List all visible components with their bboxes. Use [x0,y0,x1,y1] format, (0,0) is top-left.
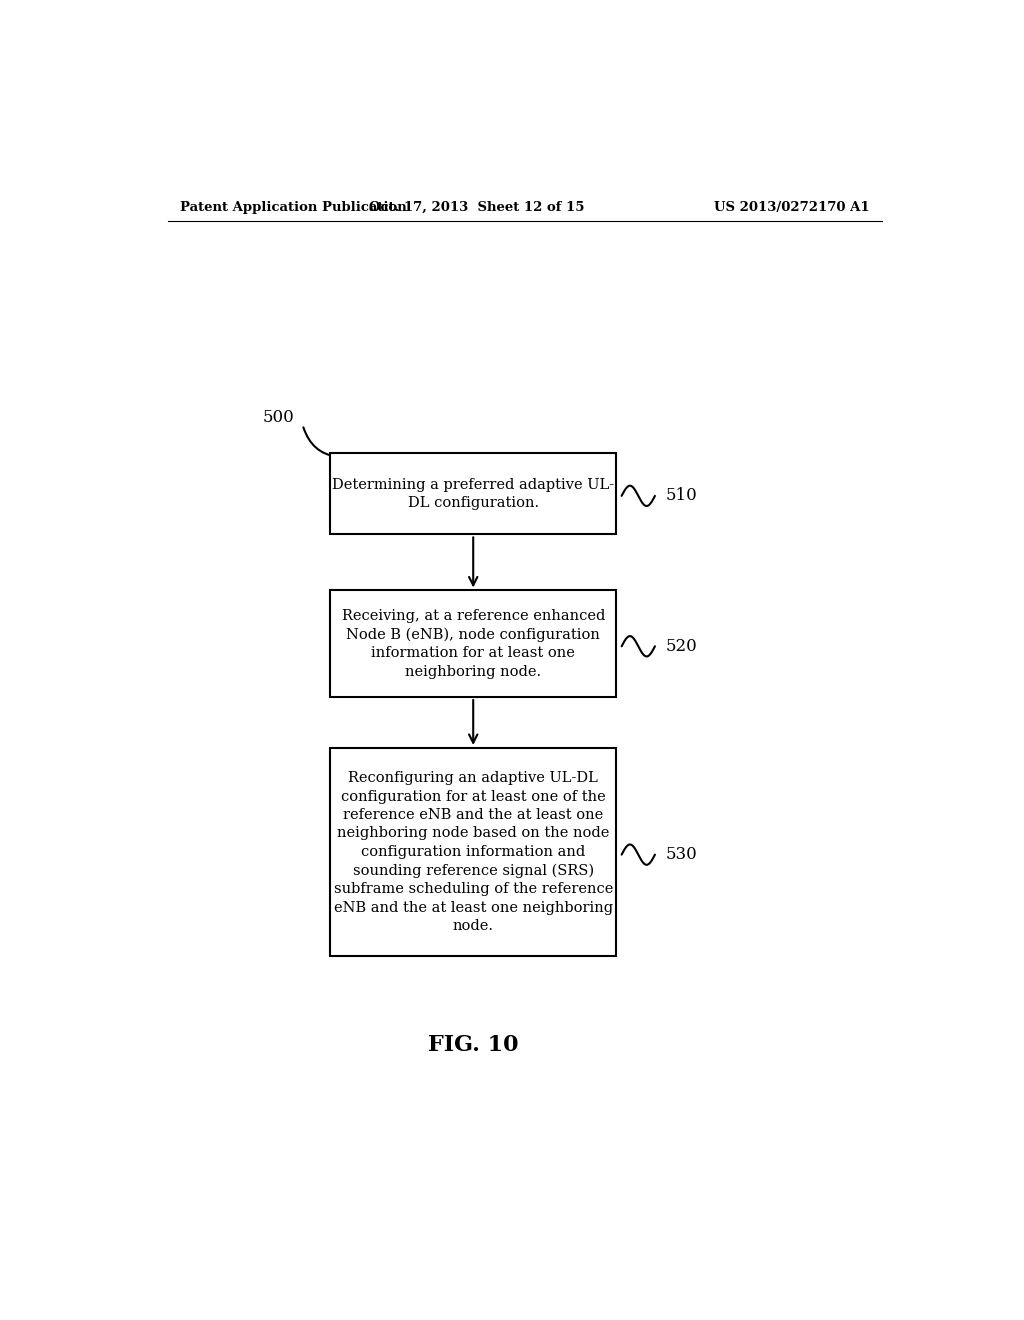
Text: Patent Application Publication: Patent Application Publication [179,201,407,214]
Text: Determining a preferred adaptive UL-
DL configuration.: Determining a preferred adaptive UL- DL … [332,478,614,510]
FancyBboxPatch shape [331,453,616,535]
Text: Oct. 17, 2013  Sheet 12 of 15: Oct. 17, 2013 Sheet 12 of 15 [370,201,585,214]
Text: Reconfiguring an adaptive UL-DL
configuration for at least one of the
reference : Reconfiguring an adaptive UL-DL configur… [334,771,613,933]
Text: 500: 500 [263,409,295,426]
Text: FIG. 10: FIG. 10 [428,1034,518,1056]
Text: US 2013/0272170 A1: US 2013/0272170 A1 [715,201,870,214]
FancyBboxPatch shape [331,590,616,697]
FancyBboxPatch shape [331,748,616,956]
Text: 530: 530 [666,846,697,863]
Text: 520: 520 [666,638,697,655]
Text: 510: 510 [666,487,697,504]
Text: Receiving, at a reference enhanced
Node B (eNB), node configuration
information : Receiving, at a reference enhanced Node … [342,609,605,678]
